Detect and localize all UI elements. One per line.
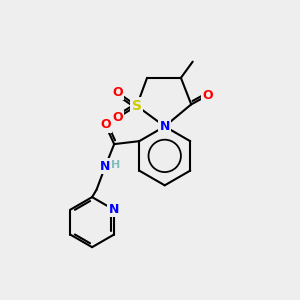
Text: H: H — [111, 160, 120, 170]
Text: S: S — [132, 99, 142, 113]
Text: N: N — [100, 160, 110, 173]
Text: N: N — [160, 120, 170, 133]
Text: O: O — [112, 86, 123, 99]
Text: O: O — [100, 118, 111, 131]
Text: N: N — [109, 203, 119, 216]
Text: O: O — [202, 89, 213, 102]
Text: O: O — [112, 111, 123, 124]
